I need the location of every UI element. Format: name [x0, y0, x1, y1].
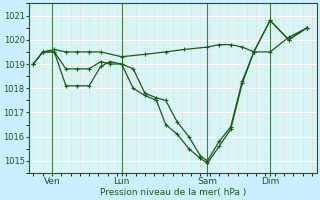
X-axis label: Pression niveau de la mer( hPa ): Pression niveau de la mer( hPa ): [100, 188, 246, 197]
